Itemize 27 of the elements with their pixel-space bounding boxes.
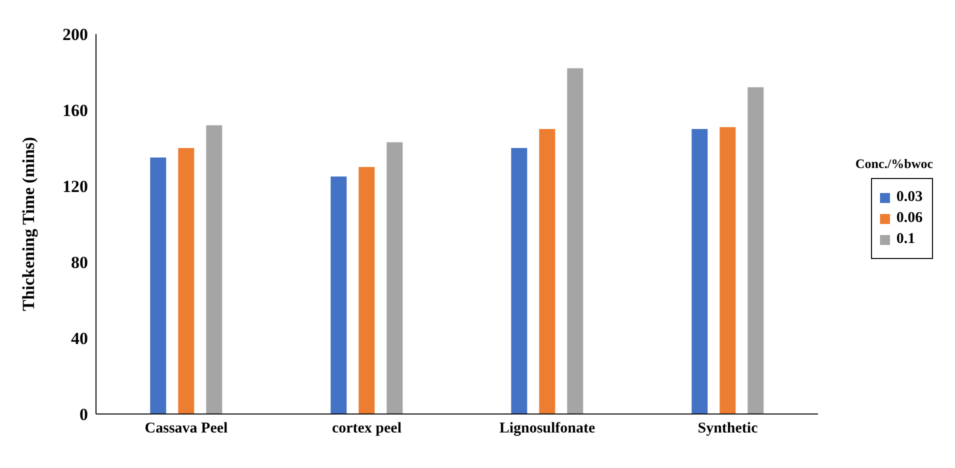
bar: [692, 129, 708, 414]
bar: [206, 125, 222, 414]
bar: [358, 167, 375, 414]
y-tick-label: 0: [80, 405, 88, 424]
x-tick-label: Cassava Peel: [144, 420, 228, 437]
legend-label: 0.03: [896, 189, 923, 206]
bar: [386, 142, 403, 414]
bar: [150, 158, 166, 414]
bar: [720, 127, 736, 414]
bar: [511, 148, 528, 414]
bar: [748, 87, 764, 414]
bar: [330, 176, 347, 414]
y-tick-label: 80: [71, 253, 88, 272]
y-tick-label: 40: [71, 329, 88, 348]
bar: [539, 129, 556, 414]
y-tick-label: 160: [62, 101, 88, 120]
x-tick-label: Lignosulfonate: [499, 420, 596, 437]
bar: [567, 68, 584, 414]
legend-label: 0.1: [896, 231, 916, 248]
y-tick-label: 120: [62, 177, 88, 196]
y-tick-label: 200: [62, 25, 88, 44]
x-tick-label: Synthetic: [698, 420, 758, 437]
bar: [178, 148, 194, 414]
y-axis-title: Thickening Time (mins): [19, 136, 38, 312]
legend-label: 0.06: [896, 210, 923, 227]
legend-title: Conc./%bwoc: [855, 156, 933, 172]
x-tick-label: cortex peel: [332, 420, 402, 437]
